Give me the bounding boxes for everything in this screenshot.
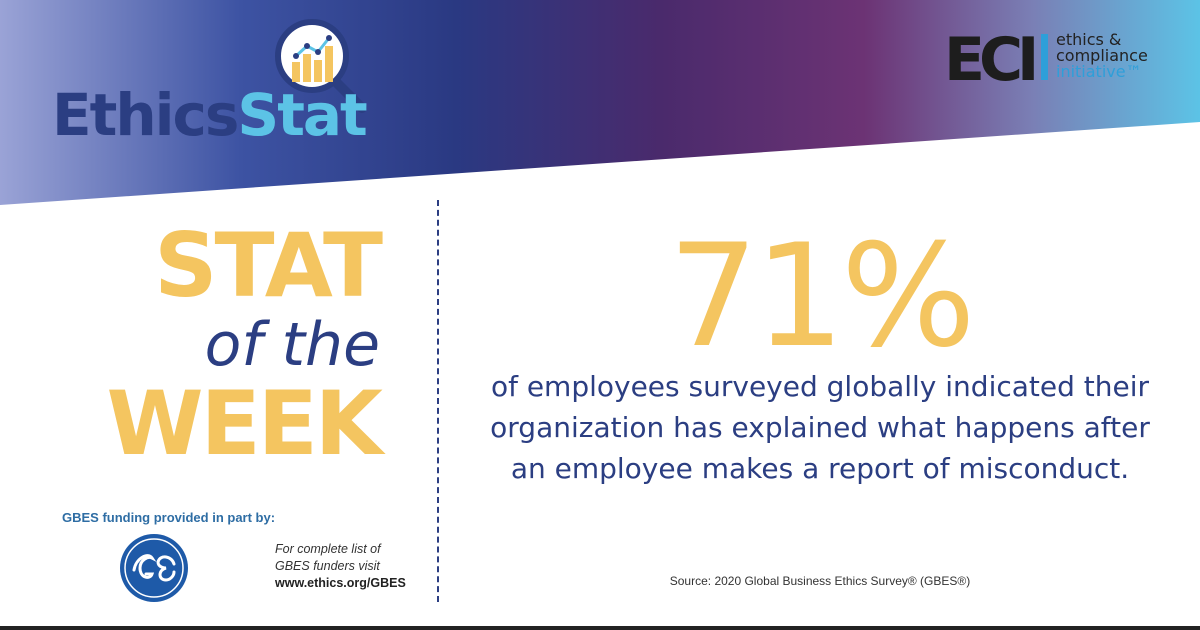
magnifier-chart-icon [275, 19, 367, 113]
heading-week: WEEK [106, 372, 383, 475]
bottom-rule [0, 626, 1200, 630]
eci-wordmark: ethics & compliance initiative™ [1056, 32, 1148, 80]
funders-url-link[interactable]: www.ethics.org/GBES [275, 576, 406, 590]
stat-of-the-week-heading: STAT of the WEEK [90, 214, 383, 475]
dashed-divider [437, 200, 439, 602]
funders-note: For complete list of GBES funders visit … [275, 541, 406, 592]
eci-line1: ethics & [1056, 30, 1122, 49]
ge-logo-icon [120, 534, 188, 602]
brand-part1: Ethics [52, 81, 239, 149]
stat-description: of employees surveyed globally indicated… [490, 370, 1150, 485]
source-citation: Source: 2020 Global Business Ethics Surv… [669, 574, 971, 588]
eci-divider-bar [1041, 34, 1048, 80]
heading-of-the: of the [204, 310, 380, 380]
brand-part2: Stat [237, 81, 367, 149]
funding-label: GBES funding provided in part by: [62, 510, 276, 525]
funders-line1: For complete list of [275, 542, 381, 556]
eci-line3: initiative™ [1056, 62, 1142, 81]
eci-line2: compliance [1056, 46, 1148, 65]
ethicsstat-logo: EthicsStat [52, 86, 368, 144]
eci-logo: ECI ethics & compliance initiative™ [944, 30, 1179, 92]
heading-stat: STAT [154, 214, 383, 317]
funders-line2: GBES funders visit [275, 559, 380, 573]
stat-value: 71% [668, 214, 976, 379]
eci-mark: ECI [944, 25, 1039, 95]
